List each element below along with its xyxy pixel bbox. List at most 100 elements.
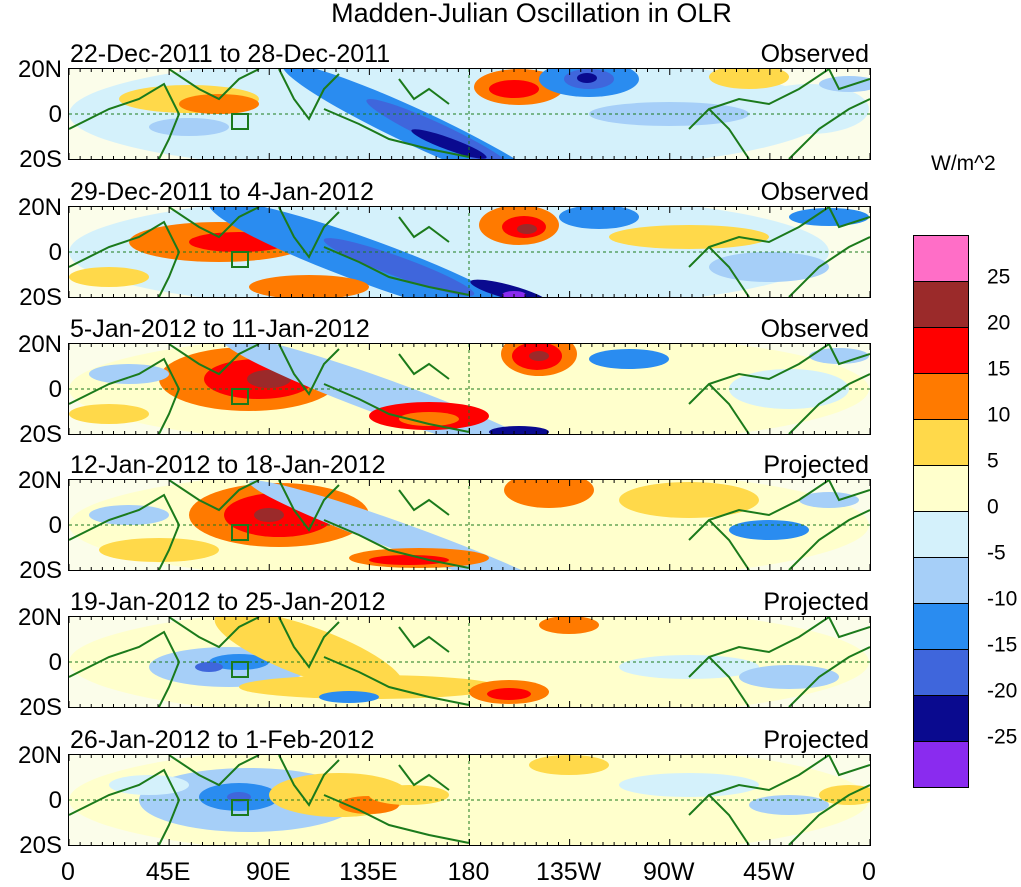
coastline: [323, 519, 470, 569]
panel-status: Observed: [760, 178, 869, 206]
coastline: [708, 794, 750, 845]
longitude-label: 0: [61, 858, 75, 886]
olr-map-panel: [68, 68, 871, 160]
anomaly-region: [739, 665, 839, 689]
anomaly-region: [819, 76, 870, 92]
longitude-label: 45E: [145, 858, 191, 886]
latitude-label: 0: [48, 512, 62, 539]
coastline: [323, 246, 470, 296]
panel-date-range: 12-Jan-2012 to 18-Jan-2012: [70, 451, 386, 479]
coastline: [278, 617, 340, 669]
anomaly-region: [323, 238, 475, 296]
anomaly-map: [69, 207, 870, 297]
panel-status: Observed: [760, 40, 869, 68]
coastline: [398, 626, 450, 653]
latitude-label: 20S: [19, 284, 62, 311]
coastline: [788, 784, 870, 845]
anomaly-region: [489, 426, 549, 434]
colorbar-tick-label: 5: [987, 449, 999, 473]
anomaly-region: [219, 344, 559, 434]
coastline: [323, 656, 470, 706]
colorbar-swatch: [913, 373, 969, 420]
coastline: [278, 207, 340, 259]
anomaly-region: [214, 617, 404, 694]
coastline: [688, 344, 830, 405]
anomaly-region: [709, 69, 789, 89]
colorbar-swatch: [913, 557, 969, 604]
anomaly-region: [487, 688, 531, 700]
latitude-label: 0: [48, 649, 62, 676]
olr-map-panel: [68, 479, 871, 571]
coastline: [168, 207, 260, 239]
latitude-label: 20S: [19, 832, 62, 859]
coastline: [688, 480, 830, 541]
anomaly-map: [69, 69, 870, 159]
coastline: [278, 755, 340, 807]
colorbar-tick-label: 0: [987, 495, 999, 519]
coastline: [688, 69, 830, 130]
anomaly-region: [749, 84, 869, 134]
coastline: [69, 630, 181, 707]
anomaly-region: [69, 267, 149, 287]
coastline: [323, 108, 470, 158]
coastline: [828, 480, 870, 502]
latitude-label: 0: [48, 101, 62, 128]
colorbar-swatch: [913, 281, 969, 328]
anomaly-region: [195, 662, 223, 672]
coastline: [278, 69, 340, 121]
longitude-label: 45W: [743, 858, 795, 886]
colorbar-swatch: [913, 327, 969, 374]
colorbar-swatch: [913, 465, 969, 512]
anomaly-region: [149, 118, 229, 136]
anomaly-region: [249, 275, 369, 297]
anomaly-region: [504, 480, 594, 508]
latitude-label: 20N: [17, 194, 62, 221]
anomaly-region: [709, 252, 829, 282]
colorbar-tick-label: -20: [987, 679, 1018, 703]
coastline: [398, 489, 450, 516]
coastline: [708, 108, 750, 159]
colorbar-swatch: [913, 511, 969, 558]
coastline: [69, 220, 181, 297]
longitude-label: 135W: [535, 858, 602, 886]
anomaly-region: [239, 675, 499, 699]
anomaly-map: [69, 344, 870, 434]
anomaly-region: [369, 555, 449, 565]
colorbar-tick-label: -10: [987, 587, 1018, 611]
anomaly-region: [319, 691, 379, 703]
coastline: [168, 480, 260, 512]
coastline: [828, 617, 870, 639]
longitude-label: 180: [447, 858, 490, 886]
reference-box: [231, 799, 249, 816]
coastline: [688, 207, 830, 268]
colorbar-tick-label: 10: [987, 403, 1011, 427]
latitude-label: 20S: [19, 694, 62, 721]
anomaly-region: [789, 208, 869, 226]
coastline: [168, 617, 260, 649]
coastline: [323, 794, 470, 844]
coastline: [788, 236, 870, 297]
anomaly-region: [589, 349, 669, 369]
panel-date-range: 5-Jan-2012 to 11-Jan-2012: [70, 315, 370, 343]
latitude-label: 20N: [17, 604, 62, 631]
anomaly-region: [99, 538, 219, 562]
colorbar-tick-label: -5: [987, 541, 1006, 565]
colorbar-units: W/m^2: [931, 152, 996, 175]
coastline: [69, 493, 181, 570]
coastline: [69, 357, 181, 434]
coastline: [278, 344, 340, 396]
latitude-label: 20N: [17, 467, 62, 494]
colorbar-tick-label: 25: [987, 265, 1011, 289]
coastline: [788, 509, 870, 570]
olr-map-panel: [68, 343, 871, 435]
coastline: [708, 383, 750, 434]
coastline: [168, 344, 260, 376]
coastline: [708, 656, 750, 707]
reference-box: [231, 113, 249, 130]
panel-status: Projected: [763, 588, 869, 616]
anomaly-region: [69, 404, 149, 424]
panel-date-range: 22-Dec-2011 to 28-Dec-2011: [70, 40, 391, 68]
panel-date-range: 26-Jan-2012 to 1-Feb-2012: [70, 726, 375, 754]
anomaly-region: [619, 655, 759, 679]
anomaly-region: [577, 73, 597, 83]
